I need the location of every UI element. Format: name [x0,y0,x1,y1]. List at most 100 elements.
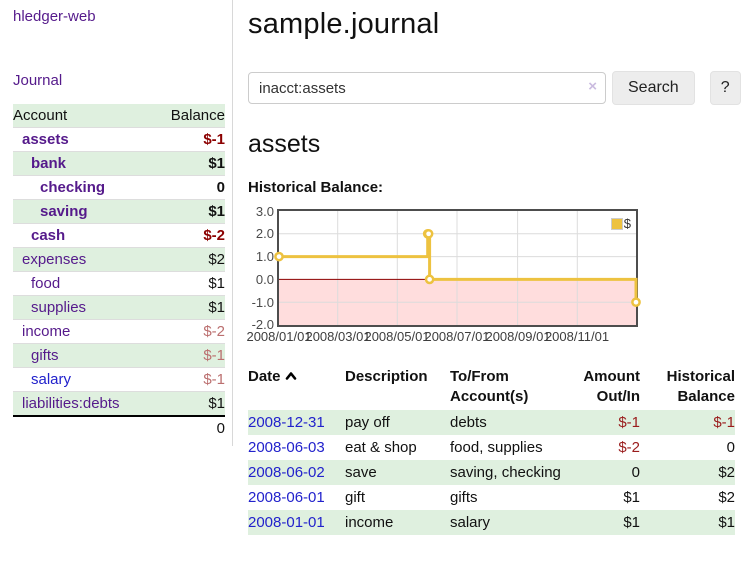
historical-balance-chart: 3.0 2.0 1.0 0.0 -1.0 -2.0 [246,205,678,345]
account-table-header: Account Balance [13,104,225,128]
x-tick-label: 2008/03/01 [305,329,371,344]
transaction-description: income [345,514,394,531]
sidebar: hledger-web Journal Account Balance asse… [0,0,233,446]
main-content: sample.journal × Search ? assets Histori… [246,0,742,535]
account-balance: $2 [153,247,225,272]
account-row: supplies $1 [13,295,225,320]
y-tick-label: 0.0 [255,272,274,287]
transaction-balance: 0 [726,439,735,456]
y-tick-label: 2.0 [255,226,274,241]
account-link-liabilities-debts[interactable]: liabilities:debts [22,395,120,412]
x-tick-label: 2008/11/01 [544,329,610,344]
account-link-income[interactable]: income [22,323,71,340]
search-input[interactable] [248,72,606,104]
account-row: food $1 [13,271,225,296]
transaction-accounts: debts [450,414,487,431]
help-button[interactable]: ? [709,71,741,105]
account-balance: $1 [153,199,225,224]
account-balance: $1 [153,295,225,320]
account-link-assets[interactable]: assets [22,131,69,148]
account-row: expenses $2 [13,247,225,272]
account-balance: $-2 [153,223,225,248]
brand-link[interactable]: hledger-web [13,8,96,25]
account-balance: $-1 [153,343,225,368]
transaction-date-link[interactable]: 2008-01-01 [248,514,325,531]
account-heading: assets [248,130,321,158]
gridlines [279,211,636,325]
balance-column-header: Balance [153,104,225,128]
transaction-accounts: gifts [450,489,478,506]
transaction-description: save [345,464,377,481]
transaction-date-link[interactable]: 2008-12-31 [248,414,325,431]
sidebar-item-journal[interactable]: Journal [13,72,63,89]
transaction-date-link[interactable]: 2008-06-02 [248,464,325,481]
transaction-balance: $2 [718,489,735,506]
transaction-amount: $-2 [618,439,640,456]
search-button[interactable]: Search [612,71,695,105]
page-title: sample.journal [248,8,440,40]
legend-swatch-icon [610,217,623,230]
y-tick-label: 1.0 [255,249,274,264]
account-balance: $1 [153,151,225,176]
account-column-header: Account [13,104,154,128]
transaction-accounts: food, supplies [450,439,543,456]
account-row: salary $-1 [13,367,225,392]
transaction-description: eat & shop [345,439,417,456]
transaction-accounts: saving, checking [450,464,561,481]
account-link-cash[interactable]: cash [31,227,66,244]
account-row: income $-2 [13,319,225,344]
account-link-salary[interactable]: salary [31,371,72,388]
account-balance: $1 [153,271,225,296]
transaction-amount: $1 [623,489,640,506]
account-link-checking[interactable]: checking [40,179,106,196]
accounts-total-row: 0 [13,415,225,440]
legend-label: $ [623,216,631,231]
account-link-food[interactable]: food [31,275,61,292]
transaction-date-link[interactable]: 2008-06-03 [248,439,325,456]
transaction-amount: 0 [631,464,640,481]
account-balance-table: Account Balance assets $-1 bank $1 check… [13,104,225,440]
amount-column-header: Amount Out/In [583,368,640,405]
account-row: gifts $-1 [13,343,225,368]
data-point-markers [274,228,641,308]
x-tick-label: 2008/01/01 [246,329,312,344]
register-row: 2008-06-01 gift gifts $1 $2 [248,485,735,510]
transaction-balance: $2 [718,464,735,481]
x-tick-label: 2008/07/01 [424,329,490,344]
transaction-date-link[interactable]: 2008-06-01 [248,489,325,506]
accounts-column-header: To/From Account(s) [450,368,529,405]
x-tick-label: 2008/05/01 [364,329,430,344]
y-tick-label: -2.0 [251,317,274,332]
account-link-supplies[interactable]: supplies [31,299,87,316]
account-link-expenses[interactable]: expenses [22,251,87,268]
account-balance: $-1 [153,367,225,392]
y-tick-label: -1.0 [251,295,274,310]
account-row: cash $-2 [13,223,225,248]
balance-column-header: Historical Balance [666,368,735,405]
account-row: saving $1 [13,199,225,224]
register-row: 2008-06-02 save saving, checking 0 $2 [248,460,735,485]
account-link-gifts[interactable]: gifts [31,347,59,364]
account-link-saving[interactable]: saving [40,203,88,220]
register-table: Date Description To/From Account(s) Amou… [248,367,735,535]
accounts-total-value: 0 [153,415,225,440]
register-row: 2008-12-31 pay off debts $-1 $-1 [248,410,735,435]
search-form: × Search ? [248,71,742,105]
x-tick-label: 2008/09/01 [485,329,551,344]
transaction-balance: $1 [718,514,735,531]
register-header-row: Date Description To/From Account(s) Amou… [248,367,735,410]
account-balance: $-2 [153,319,225,344]
account-link-bank[interactable]: bank [31,155,67,172]
chart-canvas [274,211,641,325]
register-row: 2008-01-01 income salary $1 $1 [248,510,735,535]
transaction-description: gift [345,489,366,506]
date-column-header[interactable]: Date [248,367,345,410]
transaction-amount: $1 [623,514,640,531]
sort-ascending-icon [285,372,296,380]
transaction-amount: $-1 [618,414,640,431]
chart-plot-area[interactable]: $ [274,209,641,327]
account-row: bank $1 [13,151,225,176]
account-balance: $1 [153,391,225,417]
clear-search-icon[interactable]: × [588,78,597,95]
description-column-header: Description [345,368,428,385]
